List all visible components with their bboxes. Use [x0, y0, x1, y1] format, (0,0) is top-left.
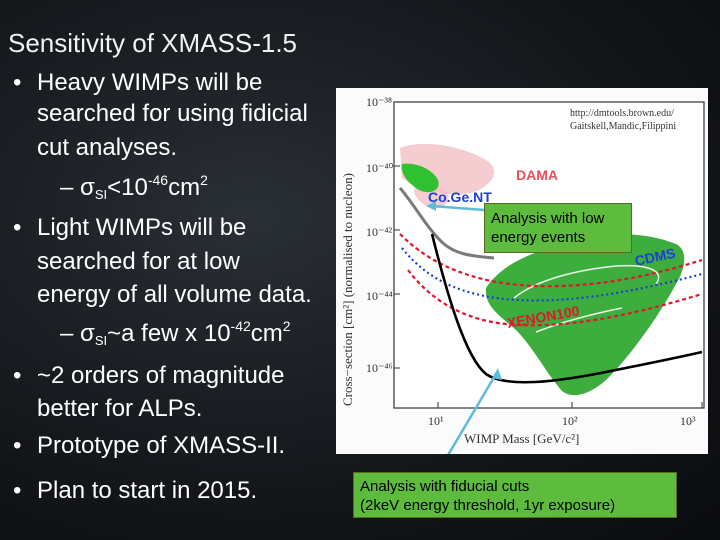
bullet-glyph: •	[13, 362, 22, 389]
y-tick-label: 10⁻³⁸	[366, 95, 392, 109]
callout-text: Analysis with low	[491, 210, 605, 227]
xmass-fiducial-curve	[430, 233, 703, 384]
xenon-curve	[407, 269, 703, 327]
red-dashed-upper-curve	[399, 233, 703, 288]
limit-text: ~a few x 10	[107, 320, 231, 347]
limit-exponent: -46	[147, 172, 169, 188]
y-tick-label: 10⁻⁴⁴	[366, 289, 393, 303]
low-energy-arrow	[431, 204, 485, 212]
bullet-glyph: •	[13, 477, 22, 504]
bullet-text: searched for at low	[37, 248, 240, 275]
x-axis-label: WIMP Mass [GeV/c²]	[464, 431, 579, 446]
sigma-subscript: SI	[94, 333, 108, 348]
y-tick-label: 10⁻⁴²	[366, 225, 393, 239]
limit-text: <10	[107, 174, 148, 201]
sub-bullet-light-limit: – σSI~a few x 10-42cm2	[60, 318, 291, 348]
source-authors: Gaitskell,Mandic,Filippini	[570, 121, 676, 132]
slide-title: Sensitivity of XMASS-1.5	[8, 28, 297, 58]
susy-region-contour	[535, 307, 623, 333]
fiducial-arrowhead	[492, 368, 502, 380]
bullet-text: Plan to start in 2015.	[37, 477, 258, 504]
source-url: http://dmtools.brown.edu/	[570, 108, 674, 119]
tick-marks	[394, 101, 703, 408]
cogent-label: Co.Ge.NT	[428, 189, 492, 205]
bullet-glyph: •	[13, 432, 22, 459]
fiducial-callout: Analysis with fiducial cuts (2keV energy…	[353, 472, 677, 518]
callout-text: energy events	[491, 229, 586, 246]
low-energy-arrowhead	[426, 201, 436, 211]
bullet-text: Prototype of XMASS-II.	[37, 432, 286, 459]
x-tick-label: 10²	[562, 414, 578, 428]
x-tick-label: 10¹	[428, 414, 444, 428]
callout-text: (2keV energy threshold, 1yr exposure)	[360, 497, 616, 514]
sigma-symbol: – σ	[60, 320, 95, 347]
bullet-glyph: •	[13, 214, 22, 241]
sigma-subscript: SI	[94, 187, 108, 202]
bullet-text: cut analyses.	[37, 134, 178, 161]
bullet-glyph: •	[13, 69, 22, 96]
limit-unit: cm	[250, 320, 283, 347]
susy-region	[485, 234, 685, 396]
callout-text: Analysis with fiducial cuts	[360, 478, 530, 495]
cogent-region	[401, 163, 439, 193]
y-tick-label: 10⁻⁴⁶	[366, 361, 393, 375]
dama-label: DAMA	[516, 167, 558, 183]
cdms-curve	[401, 247, 703, 302]
sensitivity-plot-svg: 10⁻³⁸ 10⁻⁴⁰ 10⁻⁴² 10⁻⁴⁴ 10⁻⁴⁶ Cross−sect…	[340, 95, 705, 473]
sensitivity-plot: 10⁻³⁸ 10⁻⁴⁰ 10⁻⁴² 10⁻⁴⁴ 10⁻⁴⁶ Cross−sect…	[336, 88, 708, 473]
sigma-symbol: – σ	[60, 174, 95, 201]
unit-exponent: 2	[282, 318, 291, 334]
y-tick-label: 10⁻⁴⁰	[366, 161, 394, 175]
bullet-text: Heavy WIMPs will be	[37, 69, 263, 96]
low-energy-callout: Analysis with low energy events	[484, 203, 632, 253]
limit-exponent: -42	[230, 318, 251, 334]
unit-exponent: 2	[200, 172, 208, 188]
bullet-text: searched for using fidicial	[37, 100, 308, 127]
bullet-text: Light WIMPs will be	[37, 214, 247, 241]
y-axis-label: Cross−section [cm²] (normalised to nucle…	[340, 173, 355, 406]
bullet-text: better for ALPs.	[37, 395, 203, 422]
x-tick-label: 10³	[680, 414, 696, 428]
bullet-text: ~2 orders of magnitude	[37, 362, 285, 389]
sub-bullet-heavy-limit: – σSI<10-46cm2	[60, 172, 208, 202]
xmass-low-energy-curve	[398, 187, 495, 260]
limit-unit: cm	[168, 174, 201, 201]
bullet-text: energy of all volume data.	[37, 281, 312, 308]
